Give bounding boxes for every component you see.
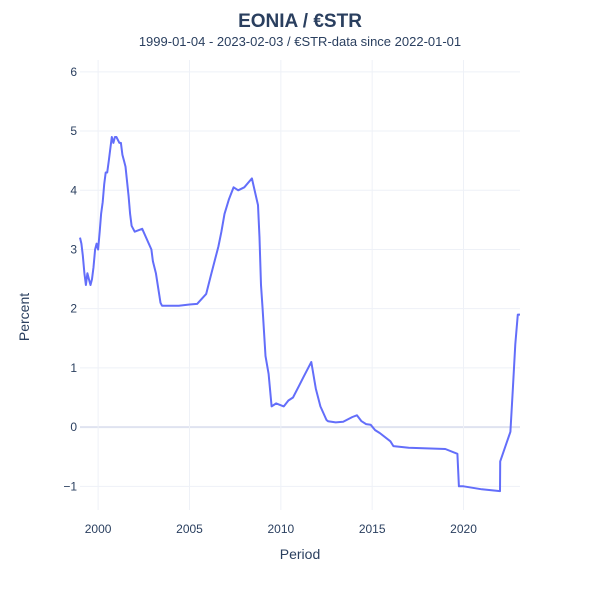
x-axis-label: Period [279,546,321,562]
x-tick-label: 2010 [267,522,294,536]
y-tick-label: −1 [63,479,77,493]
y-tick-label: 6 [70,65,77,79]
y-tick-label: 5 [70,124,77,138]
y-tick-label: 1 [70,361,77,375]
tick-labels: 6 5 4 3 2 1 0 −1 2000 2005 2010 2015 2020 [63,65,477,536]
grid-lines [80,60,520,510]
x-tick-label: 2015 [359,522,386,536]
y-tick-label: 3 [70,242,77,256]
data-series [79,136,520,493]
x-tick-label: 2005 [176,522,203,536]
y-tick-label: 0 [70,420,77,434]
series-line [79,136,520,493]
y-tick-label: 4 [70,183,77,197]
x-tick-label: 2020 [450,522,477,536]
chart-subtitle: 1999-01-04 - 2023-02-03 / €STR-data sinc… [138,34,462,49]
y-tick-label: 2 [70,302,77,316]
x-tick-label: 2000 [85,522,112,536]
chart-title: EONIA / €STR [238,11,362,32]
